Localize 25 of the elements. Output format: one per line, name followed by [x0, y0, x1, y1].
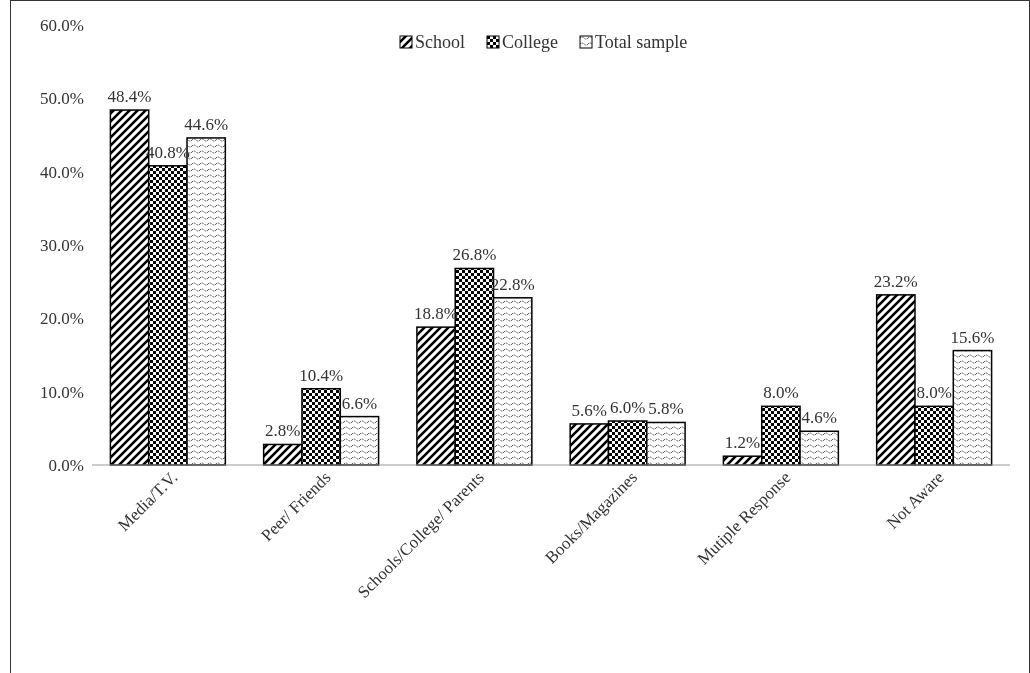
data-label: 1.2% [724, 433, 761, 453]
data-label: 2.8% [265, 421, 301, 441]
data-label: 23.2% [873, 271, 918, 291]
y-tick-label: 60.0% [40, 15, 84, 35]
data-label: 48.4% [107, 87, 152, 107]
y-tick-label: 0.0% [48, 455, 84, 475]
y-tick-label: 50.0% [40, 89, 84, 109]
y-tick-label: 10.0% [40, 382, 84, 402]
data-label: 10.4% [299, 365, 344, 385]
data-label: 8.0% [916, 383, 952, 403]
y-tick-label: 20.0% [40, 309, 84, 329]
y-tick-label: 40.0% [40, 162, 84, 182]
data-label: 5.6% [571, 400, 608, 420]
legend-label: School [415, 32, 466, 52]
legend-label: College [502, 32, 559, 52]
y-tick-label: 30.0% [40, 235, 84, 255]
data-label: 6.6% [341, 393, 378, 413]
data-label: 4.6% [801, 408, 837, 428]
data-label: 26.8% [452, 245, 497, 265]
data-label: 5.8% [648, 399, 684, 419]
data-label: 44.6% [184, 114, 229, 134]
legend-label: Total sample [595, 32, 688, 52]
data-label: 6.0% [609, 398, 646, 417]
data-label: 15.6% [950, 327, 995, 347]
data-label: 8.0% [763, 383, 799, 403]
